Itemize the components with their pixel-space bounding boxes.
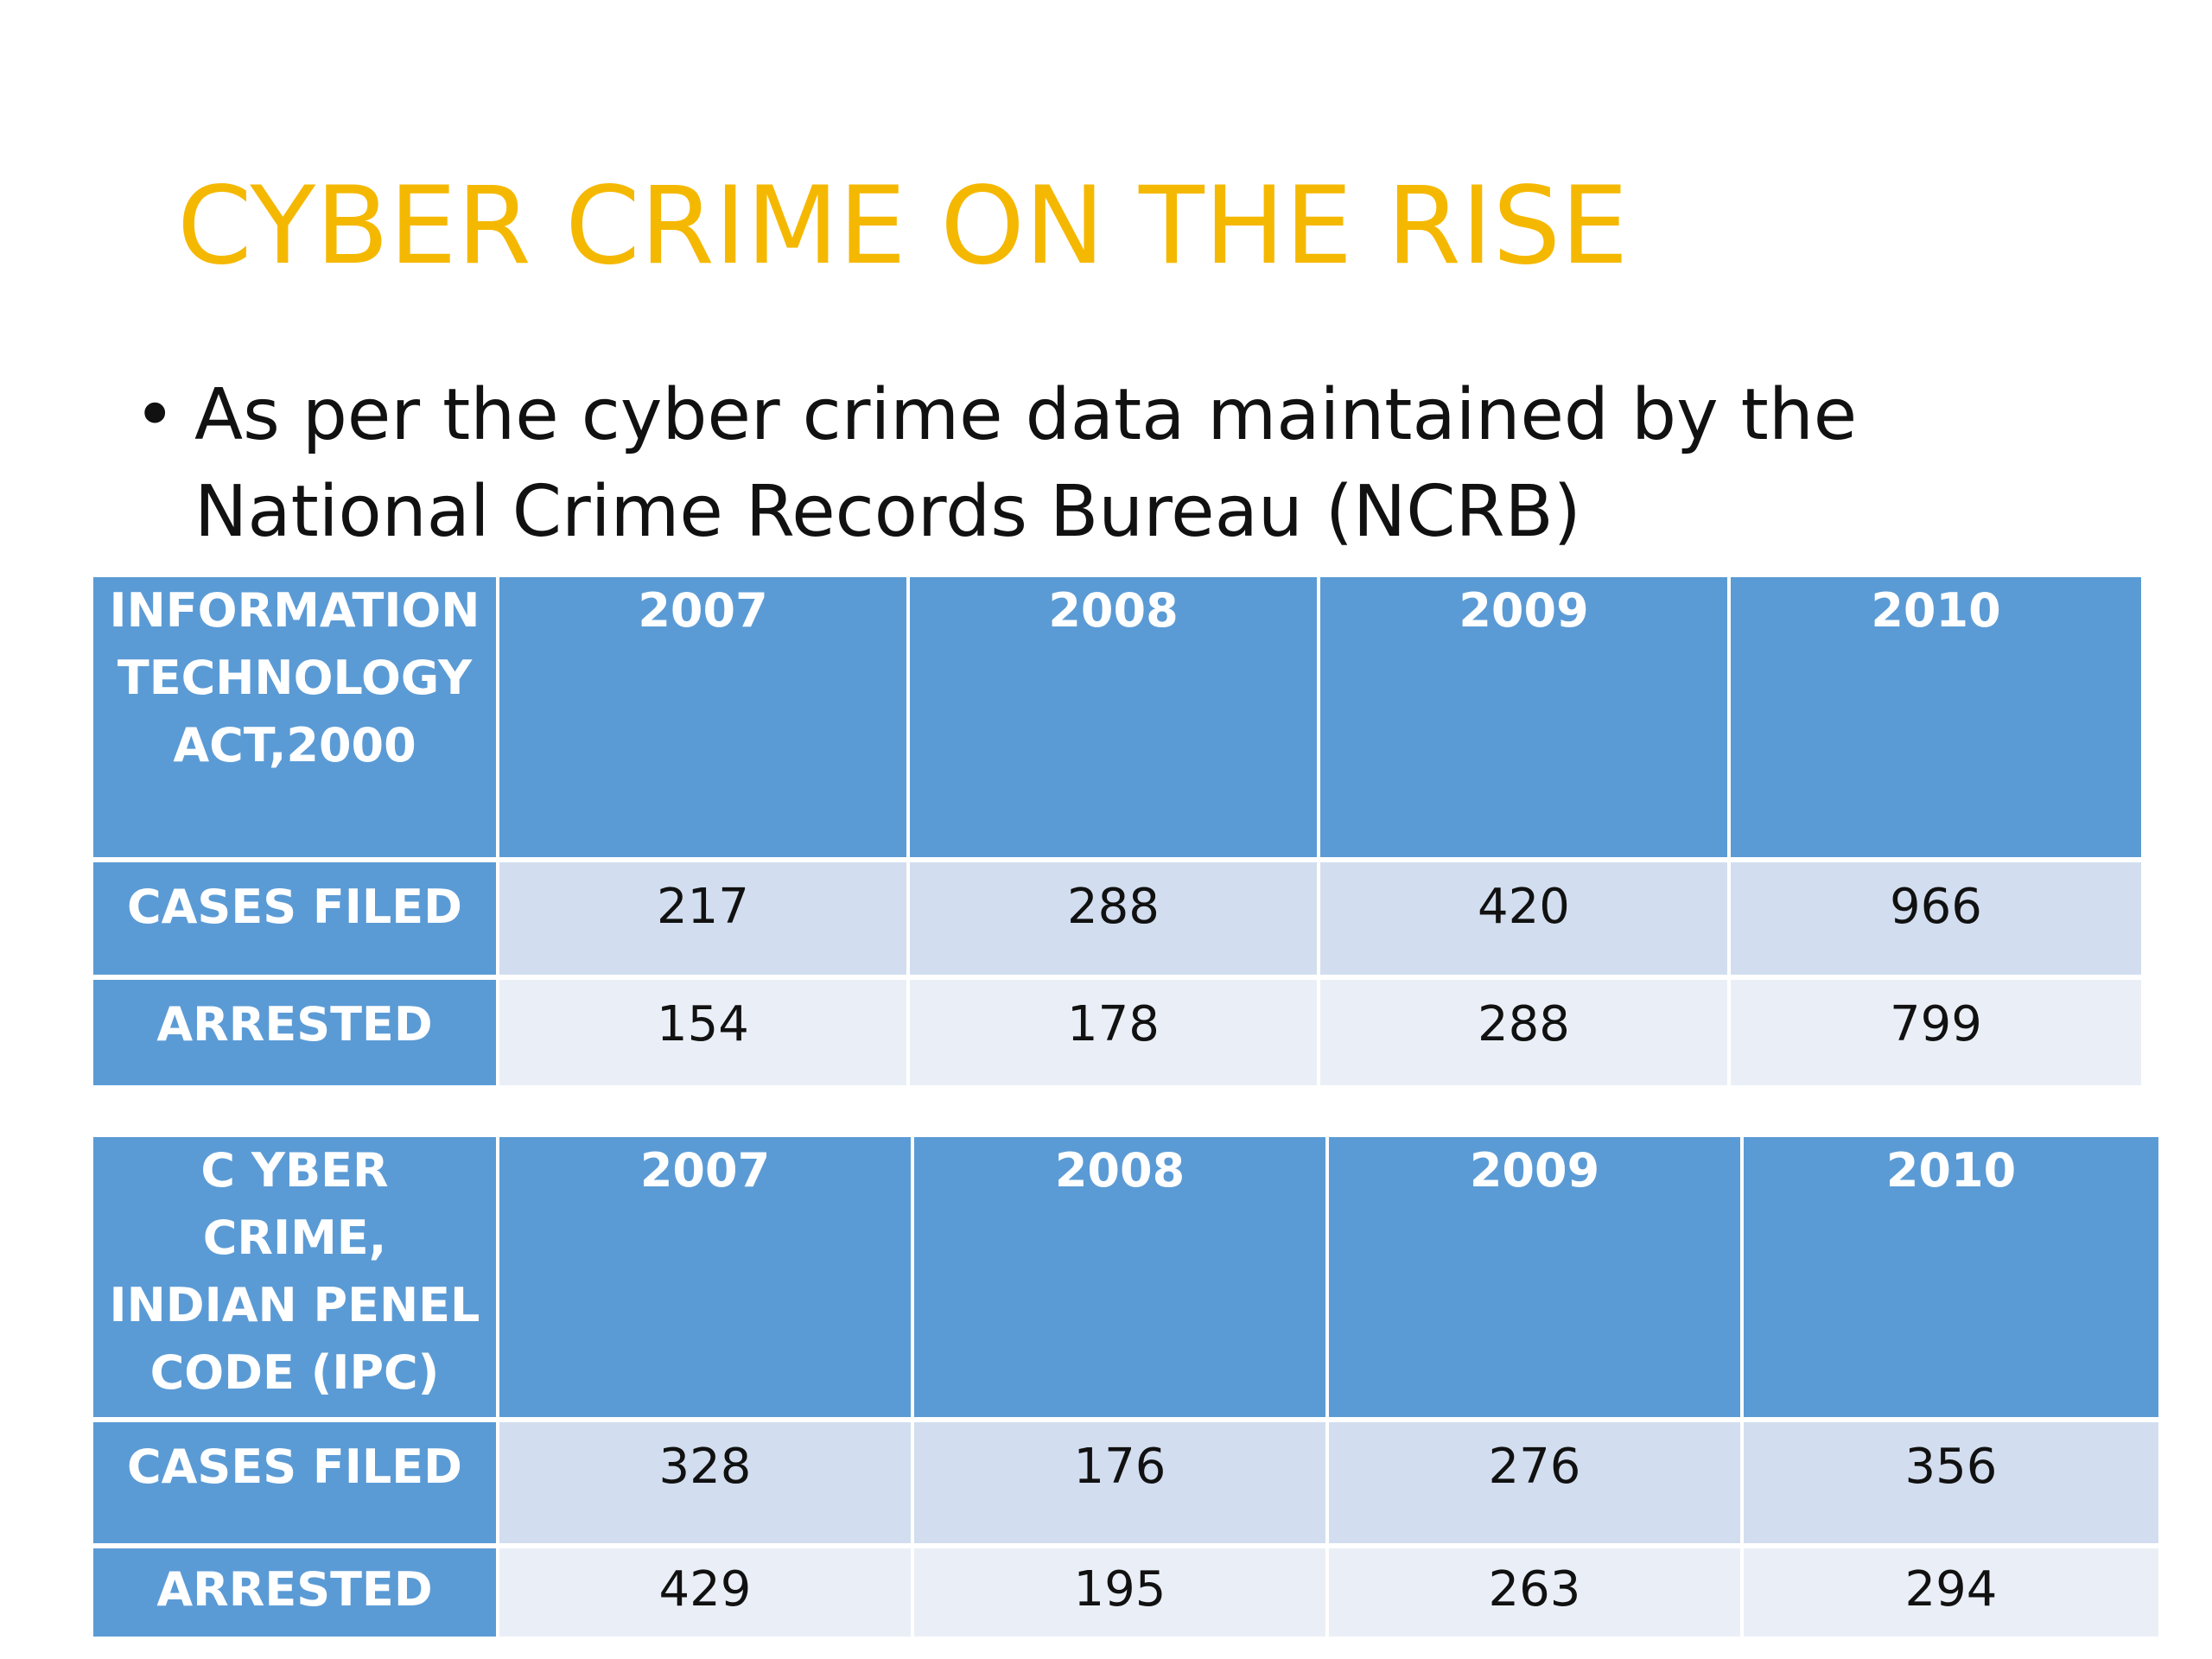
table-row: ARRESTED 429 195 263 294 bbox=[93, 1548, 2158, 1637]
table-cell: 356 bbox=[1744, 1422, 2158, 1548]
it-act-table: INFORMATION TECHNOLOGY ACT,2000 2007 200… bbox=[93, 577, 2141, 1085]
bullet-dot-icon: • bbox=[134, 374, 176, 456]
table-header-row: C YBER CRIME, INDIAN PENEL CODE (IPC) 20… bbox=[93, 1137, 2158, 1422]
table-cell: 966 bbox=[1731, 862, 2141, 980]
table-header-row: INFORMATION TECHNOLOGY ACT,2000 2007 200… bbox=[93, 577, 2141, 862]
row-label: CASES FILED bbox=[93, 862, 499, 980]
row-label: ARRESTED bbox=[93, 1548, 499, 1637]
table-cell: 294 bbox=[1744, 1548, 2158, 1637]
table-cell: 263 bbox=[1329, 1548, 1744, 1637]
table-cell: 328 bbox=[499, 1422, 914, 1548]
table-cell: 195 bbox=[914, 1548, 1329, 1637]
year-header: 2010 bbox=[1731, 577, 2141, 862]
table-row: CASES FILED 217 288 420 966 bbox=[93, 862, 2141, 980]
table-cell: 154 bbox=[499, 980, 910, 1085]
table-cell: 217 bbox=[499, 862, 910, 980]
year-header: 2010 bbox=[1744, 1137, 2158, 1422]
year-header: 2007 bbox=[499, 1137, 914, 1422]
table-cell: 429 bbox=[499, 1548, 914, 1637]
year-header: 2007 bbox=[499, 577, 910, 862]
table-header-label: INFORMATION TECHNOLOGY ACT,2000 bbox=[93, 577, 499, 862]
row-label: ARRESTED bbox=[93, 980, 499, 1085]
table-header-label: C YBER CRIME, INDIAN PENEL CODE (IPC) bbox=[93, 1137, 499, 1422]
table-cell: 288 bbox=[910, 862, 1320, 980]
ipc-table: C YBER CRIME, INDIAN PENEL CODE (IPC) 20… bbox=[93, 1137, 2158, 1637]
slide-title: CYBER CRIME ON THE RISE bbox=[177, 164, 1629, 289]
table-cell: 420 bbox=[1320, 862, 1731, 980]
year-header: 2008 bbox=[910, 577, 1320, 862]
bullet-point: • As per the cyber crime data maintained… bbox=[134, 367, 2121, 561]
table-row: ARRESTED 154 178 288 799 bbox=[93, 980, 2141, 1085]
table-cell: 288 bbox=[1320, 980, 1731, 1085]
table-cell: 178 bbox=[910, 980, 1320, 1085]
year-header: 2009 bbox=[1320, 577, 1731, 862]
year-header: 2008 bbox=[914, 1137, 1329, 1422]
table-row: CASES FILED 328 176 276 356 bbox=[93, 1422, 2158, 1548]
bullet-text: As per the cyber crime data maintained b… bbox=[194, 374, 1858, 553]
table-cell: 799 bbox=[1731, 980, 2141, 1085]
table-cell: 276 bbox=[1329, 1422, 1744, 1548]
row-label: CASES FILED bbox=[93, 1422, 499, 1548]
year-header: 2009 bbox=[1329, 1137, 1744, 1422]
table-cell: 176 bbox=[914, 1422, 1329, 1548]
